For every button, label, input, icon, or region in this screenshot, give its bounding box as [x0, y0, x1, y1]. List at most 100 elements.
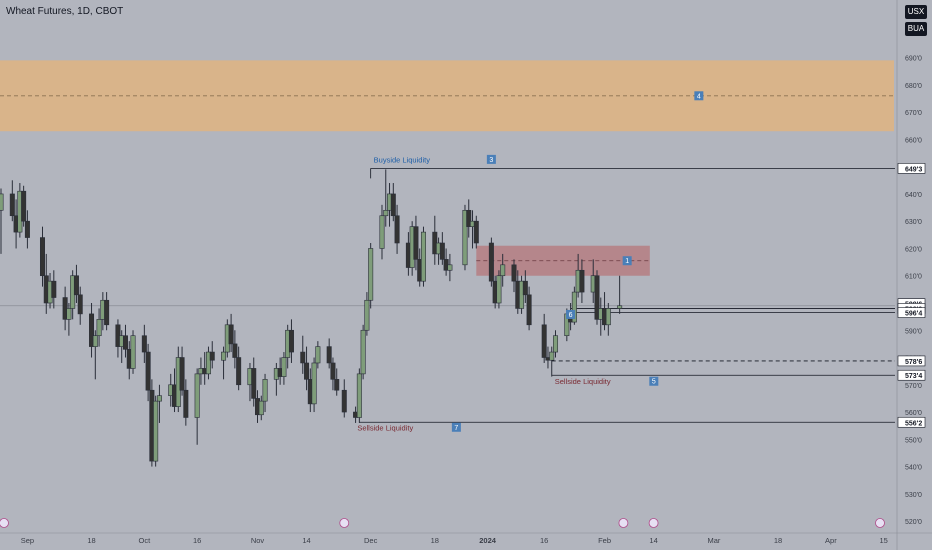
- candle-body: [205, 351, 211, 375]
- time-tick-label: 16: [193, 536, 201, 545]
- price-label: 649'3: [905, 166, 922, 173]
- candle-body: [156, 395, 162, 402]
- candle-body: [183, 389, 189, 418]
- price-label-box: [897, 416, 926, 428]
- time-tick-label: Feb: [598, 536, 611, 545]
- annotations: Buyside Liquidity Sellside Liquidity Sel…: [357, 155, 610, 432]
- unit-button[interactable]: BUA: [905, 22, 927, 36]
- time-tick-label: 18: [87, 536, 95, 545]
- marker-5-text: 5: [652, 379, 656, 386]
- candle-body: [179, 357, 185, 391]
- candle-body: [605, 308, 611, 326]
- candle-body: [141, 335, 147, 353]
- candle-body: [209, 351, 215, 361]
- candle-body: [466, 209, 472, 227]
- candles: [0, 169, 623, 467]
- price-tick-label: 620'0: [905, 246, 922, 253]
- sellside-liquidity-label-2: Sellside Liquidity: [555, 377, 611, 386]
- marker-6[interactable]: [566, 309, 576, 319]
- candle-body: [122, 335, 128, 350]
- time-axis[interactable]: Sep 18 Oct 16 Nov 14 Dec 18 2024 16 Feb 14 Mar 18 Apr 1…: [0, 532, 932, 545]
- price-axis[interactable]: 690'0680'0670'0660'0650'0640'0630'0620'0…: [896, 0, 926, 550]
- candle-body: [379, 215, 385, 249]
- candle-body: [390, 193, 396, 217]
- candle-body: [89, 313, 95, 347]
- candle-body: [526, 294, 532, 326]
- price-label: 578'6: [905, 359, 922, 366]
- candle-body: [488, 242, 494, 282]
- marker-1[interactable]: [622, 256, 632, 266]
- candle-body: [549, 351, 555, 361]
- candle-body: [0, 193, 4, 211]
- time-tick-label: 15: [880, 536, 888, 545]
- candle-body: [571, 291, 577, 323]
- candle-body: [96, 319, 102, 337]
- candle-body: [9, 193, 15, 217]
- candle-body: [228, 324, 234, 345]
- earnings-event-icon: [0, 518, 9, 528]
- earnings-event-icon: [648, 518, 659, 528]
- price-label-box: [897, 307, 926, 318]
- marker-7[interactable]: [451, 422, 461, 432]
- candle-body: [194, 373, 200, 418]
- candle-body: [341, 389, 347, 413]
- price-tick-label: 680'0: [905, 83, 922, 90]
- candle-body: [153, 400, 159, 462]
- candle-body: [262, 379, 268, 402]
- price-label-box: [897, 369, 926, 381]
- candle-body: [360, 329, 366, 375]
- candle-body: [522, 280, 528, 296]
- event-icons[interactable]: [0, 518, 885, 528]
- time-tick-label: 18: [431, 536, 439, 545]
- candle-body: [315, 346, 321, 364]
- candle-body: [77, 294, 83, 315]
- candle-body: [413, 226, 419, 260]
- candle-body: [617, 305, 623, 309]
- marker-7-text: 7: [454, 425, 458, 432]
- candle-body: [368, 248, 374, 301]
- candle-body: [24, 220, 30, 238]
- marker-6-text: 6: [569, 312, 573, 319]
- candle-body: [311, 362, 317, 405]
- candle-body: [447, 264, 453, 271]
- marker-4[interactable]: [694, 91, 704, 101]
- sellside-liquidity-label-1: Sellside Liquidity: [357, 423, 413, 432]
- price-tick-label: 690'0: [905, 56, 922, 63]
- candle-body: [304, 362, 310, 380]
- time-tick-label: Nov: [251, 536, 265, 545]
- earnings-event-icon: [875, 518, 885, 528]
- currency-button[interactable]: USX: [905, 5, 927, 19]
- price-label: 573'4: [905, 373, 922, 380]
- candle-body: [39, 237, 45, 277]
- candle-body: [511, 264, 517, 282]
- price-label: 596'4: [905, 311, 922, 318]
- dividend-event-icon: [618, 518, 629, 528]
- marker-5[interactable]: [649, 376, 659, 386]
- marker-4-text: 4: [697, 93, 701, 100]
- liquidity-levels: [359, 167, 895, 423]
- price-tick-label: 610'0: [905, 274, 922, 281]
- candle-body: [500, 264, 506, 277]
- price-label-box: [897, 355, 926, 367]
- marker-3[interactable]: [486, 154, 496, 164]
- candle-body: [473, 220, 479, 244]
- price-tick-label: 590'0: [905, 328, 922, 335]
- time-tick-label: 14: [302, 536, 310, 545]
- candle-body: [92, 335, 98, 347]
- candle-body: [420, 231, 426, 282]
- candle-body: [439, 242, 445, 260]
- candle-body: [281, 357, 287, 377]
- earnings-event-icon: [339, 518, 350, 528]
- candle-body: [330, 362, 336, 380]
- candle-body: [232, 343, 238, 358]
- candle-body: [356, 373, 362, 418]
- candle-body: [66, 308, 72, 320]
- candle-body: [364, 299, 370, 331]
- time-tick-label: Dec: [364, 536, 378, 545]
- price-label: 556'2: [905, 420, 922, 427]
- drawing-markers[interactable]: 3 7 5 4 1 6: [451, 91, 704, 432]
- candle-body: [394, 215, 400, 244]
- time-tick-label: 2024: [479, 536, 497, 545]
- price-tick-label: 570'0: [905, 383, 922, 390]
